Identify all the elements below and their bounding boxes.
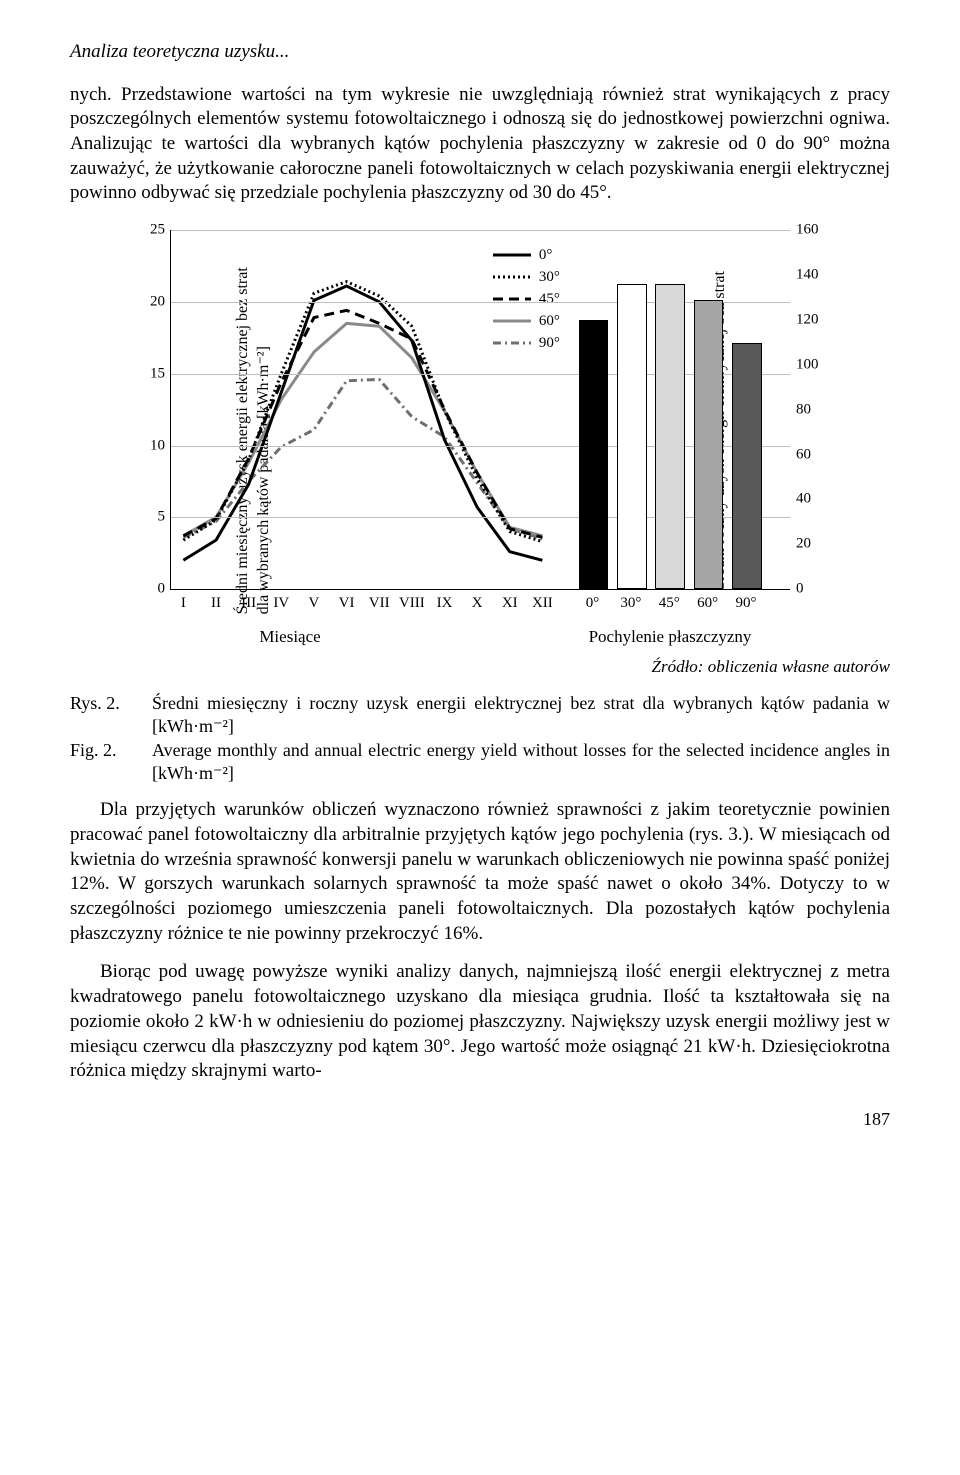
y-left-tick: 10 xyxy=(139,436,165,456)
y-left-tick: 20 xyxy=(139,292,165,312)
x-month-tick: XII xyxy=(532,594,553,614)
x-caption-left: Miesiące xyxy=(100,626,480,648)
legend: 0°30°45°60°90° xyxy=(493,244,560,354)
paragraph-3: Biorąc pod uwagę powyższe wyniki analizy… xyxy=(70,960,890,1083)
x-month-tick: VIII xyxy=(399,594,425,614)
y-right-tick: 160 xyxy=(796,220,830,240)
y-right-tick: 40 xyxy=(796,490,830,510)
x-angle-tick: 60° xyxy=(697,594,718,614)
y-right-tick: 20 xyxy=(796,535,830,555)
x-month-tick: V xyxy=(309,594,320,614)
bar-0° xyxy=(579,320,609,589)
caption-en-tag: Fig. 2. xyxy=(70,739,152,784)
x-caption-right: Pochylenie płaszczyzny xyxy=(480,626,860,648)
caption-pl: Średni miesięczny i roczny uzysk energii… xyxy=(152,692,890,737)
paragraph-1: nych. Przedstawione wartości na tym wykr… xyxy=(70,83,890,206)
x-month-tick: III xyxy=(241,594,256,614)
x-month-tick: VII xyxy=(369,594,390,614)
legend-item: 60° xyxy=(493,310,560,332)
line-series-90 xyxy=(183,380,542,539)
x-month-tick: XI xyxy=(502,594,518,614)
y-left-tick: 0 xyxy=(139,579,165,599)
caption-pl-tag: Rys. 2. xyxy=(70,692,152,737)
x-month-tick: I xyxy=(181,594,186,614)
y-right-tick: 0 xyxy=(796,579,830,599)
figure-2: Średni miesięczny uzysk energii elektryc… xyxy=(70,220,890,678)
bar-30° xyxy=(617,284,647,589)
legend-item: 90° xyxy=(493,332,560,354)
page-number: 187 xyxy=(70,1108,890,1131)
combo-chart: Średni miesięczny uzysk energii elektryc… xyxy=(100,220,860,620)
bar-90° xyxy=(732,343,762,590)
bar-60° xyxy=(694,300,724,589)
legend-item: 0° xyxy=(493,244,560,266)
y-left-tick: 25 xyxy=(139,220,165,240)
bar-45° xyxy=(655,284,685,589)
plot-area: 0°30°45°60°90° 0510152025020406080100120… xyxy=(170,230,790,590)
x-month-tick: IV xyxy=(273,594,289,614)
figure-source: Źródło: obliczenia własne autorów xyxy=(70,656,890,678)
y-right-tick: 80 xyxy=(796,400,830,420)
x-angle-tick: 0° xyxy=(586,594,600,614)
line-series-0 xyxy=(183,286,542,560)
y-left-tick: 15 xyxy=(139,364,165,384)
x-month-tick: X xyxy=(472,594,483,614)
x-angle-tick: 90° xyxy=(736,594,757,614)
caption-en: Average monthly and annual electric ener… xyxy=(152,739,890,784)
x-month-tick: II xyxy=(211,594,221,614)
running-header: Analiza teoretyczna uzysku... xyxy=(70,40,890,65)
paragraph-2: Dla przyjętych warunków obliczeń wyznacz… xyxy=(70,798,890,946)
y-right-tick: 100 xyxy=(796,355,830,375)
y-left-tick: 5 xyxy=(139,508,165,528)
x-angle-tick: 45° xyxy=(659,594,680,614)
y-right-tick: 120 xyxy=(796,310,830,330)
legend-item: 45° xyxy=(493,288,560,310)
legend-item: 30° xyxy=(493,266,560,288)
y-right-tick: 60 xyxy=(796,445,830,465)
x-angle-tick: 30° xyxy=(620,594,641,614)
y-right-tick: 140 xyxy=(796,265,830,285)
x-month-tick: IX xyxy=(437,594,453,614)
x-month-tick: VI xyxy=(339,594,355,614)
